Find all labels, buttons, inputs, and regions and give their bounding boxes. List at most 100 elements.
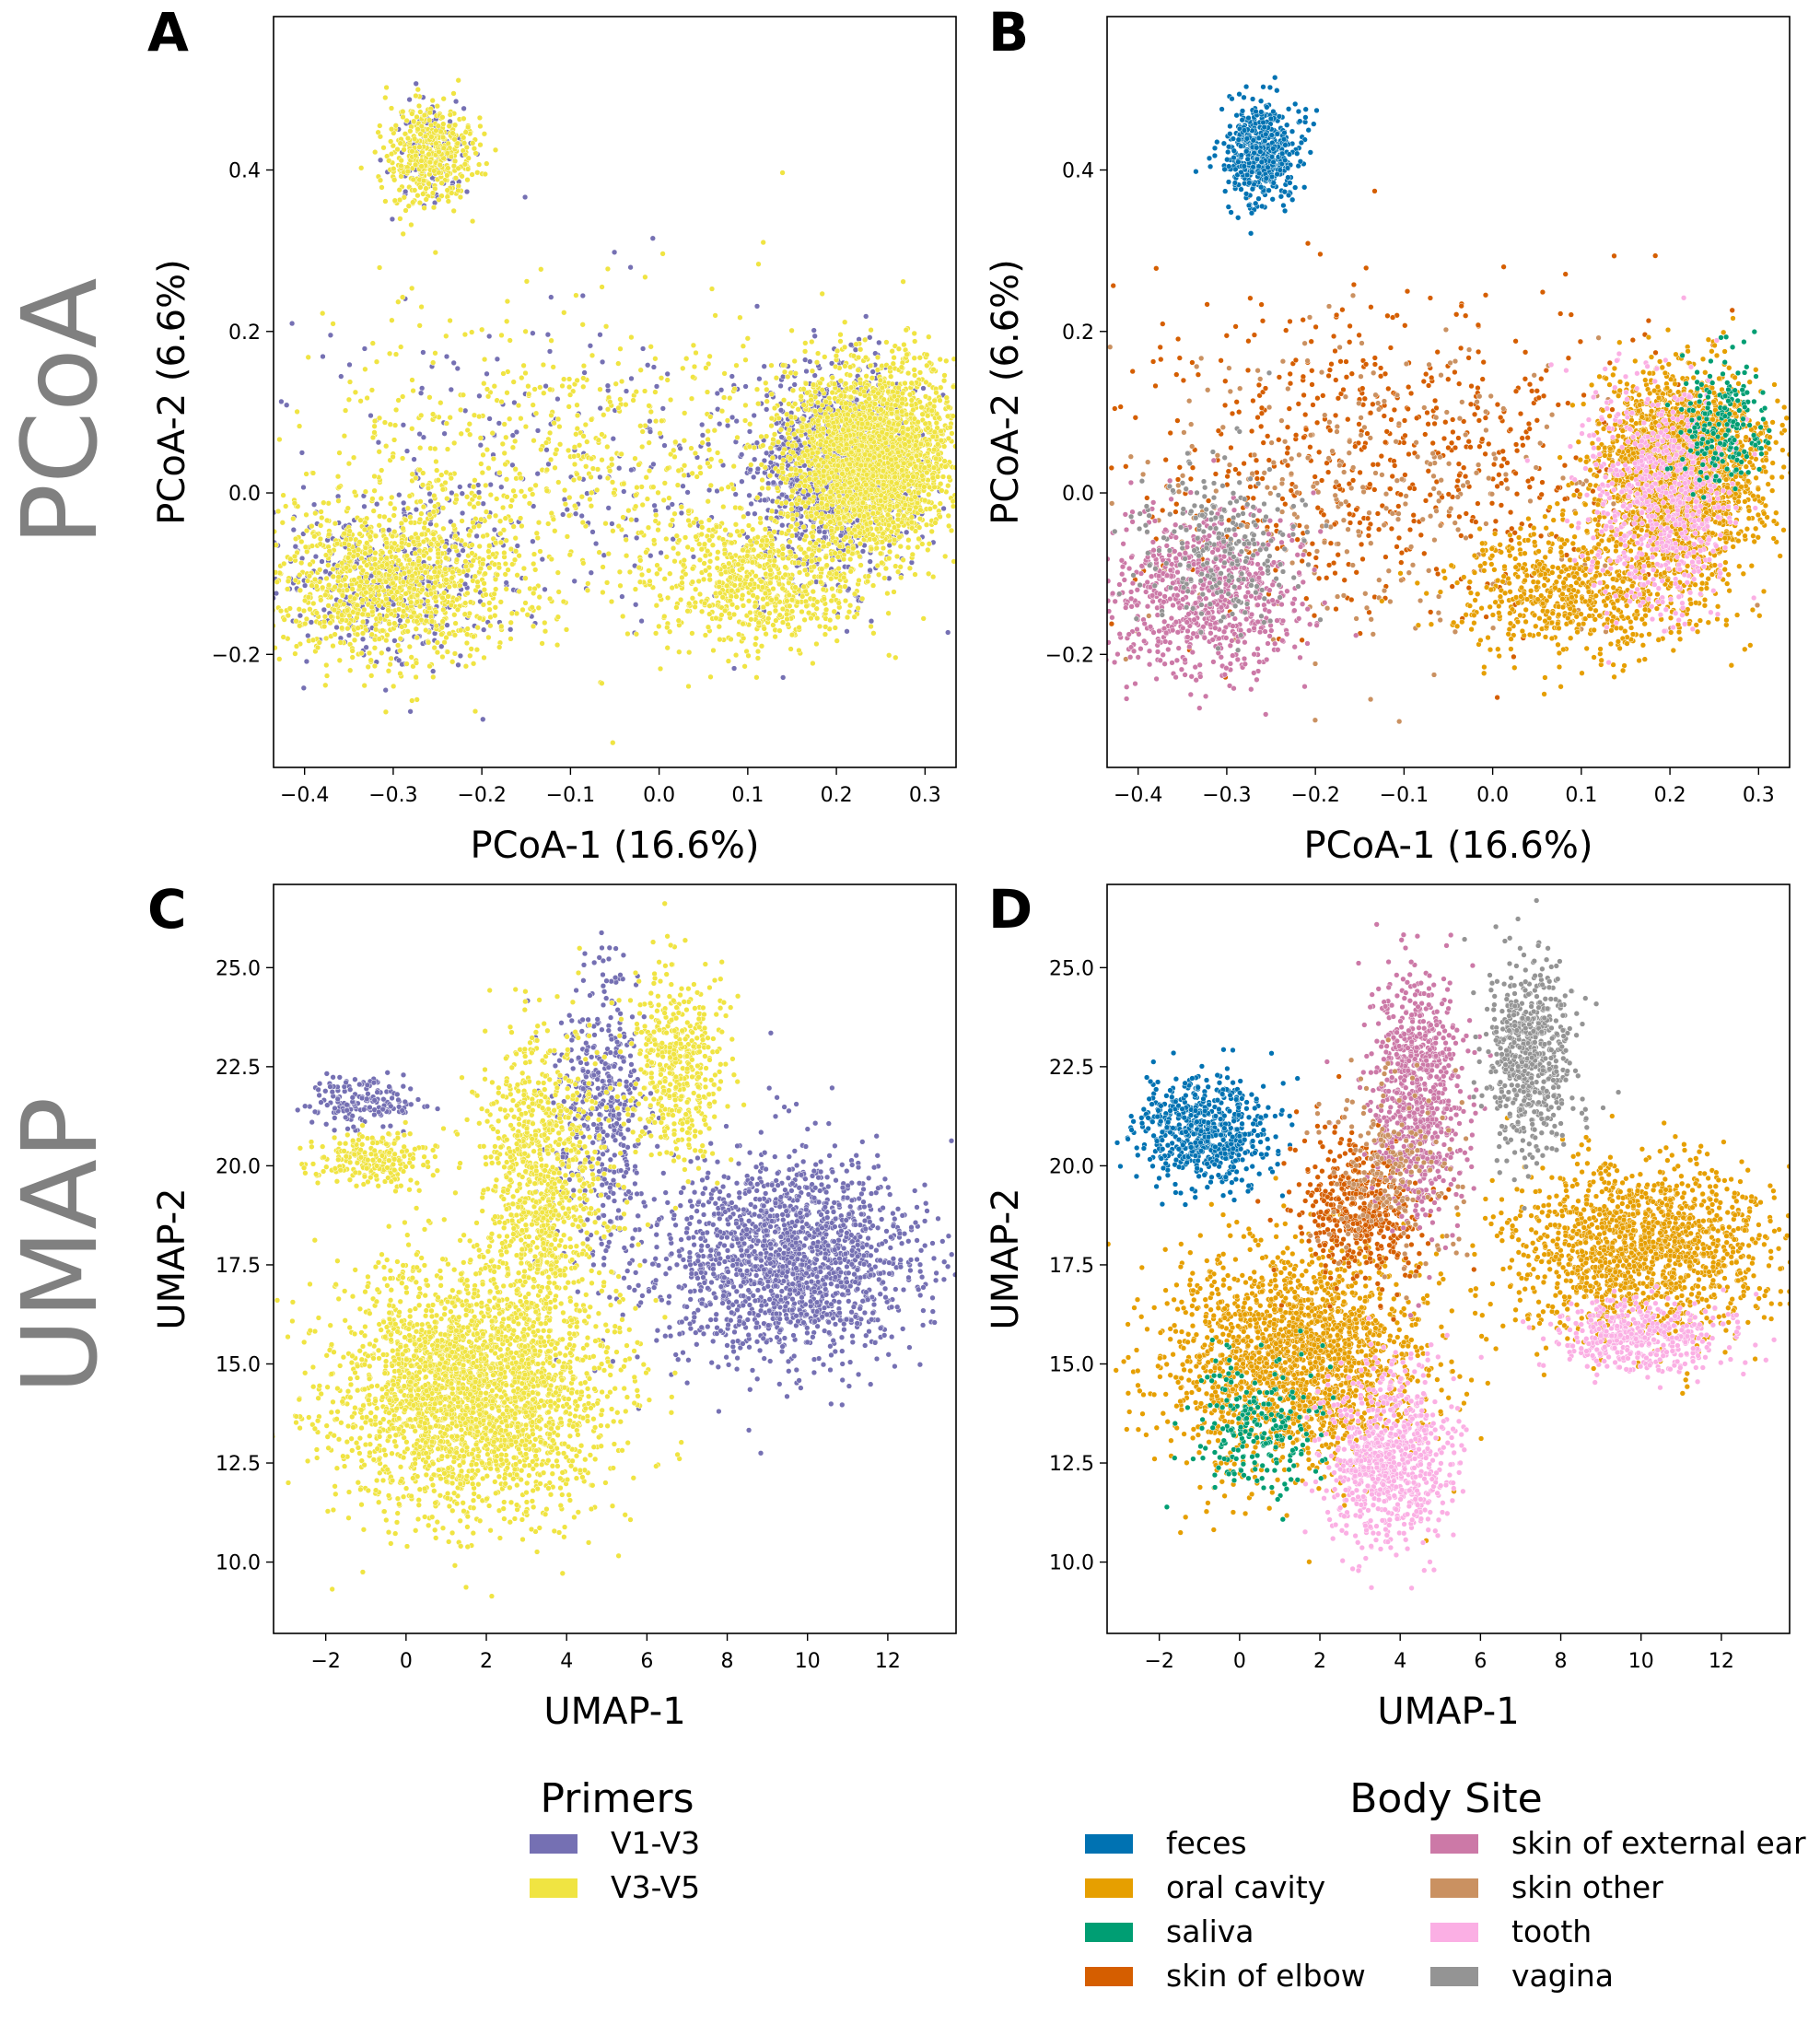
scatter-point [633, 517, 640, 523]
scatter-point [901, 512, 907, 520]
scatter-point [812, 389, 819, 395]
scatter-point [791, 381, 798, 388]
scatter-point [894, 516, 902, 523]
scatter-point [698, 608, 706, 614]
scatter-point [491, 526, 498, 533]
scatter-point [809, 338, 815, 345]
scatter-point [599, 358, 606, 366]
scatter-point [448, 519, 454, 525]
scatter-point [473, 532, 480, 540]
scatter-point [650, 364, 658, 370]
scatter-point [841, 344, 848, 351]
scatter-point [837, 338, 844, 345]
scatter-point [651, 502, 658, 509]
scatter-point [811, 408, 819, 415]
row-label-umap: UMAP [1, 1097, 121, 1395]
scatter-point [911, 355, 917, 361]
scatter-point [829, 374, 835, 381]
scatter-point [480, 500, 486, 507]
scatter-point [814, 399, 822, 406]
scatter-point [904, 432, 911, 439]
scatter-point [908, 514, 915, 521]
scatter-point [847, 568, 854, 575]
scatter-point [646, 568, 652, 574]
scatter-point [792, 370, 799, 377]
scatter-point [976, 511, 982, 517]
scatter-point [817, 573, 823, 580]
scatter-point [862, 451, 869, 458]
scatter-point [863, 481, 869, 488]
scatter-point [702, 632, 709, 638]
scatter-point [696, 541, 703, 547]
scatter-point [867, 558, 873, 565]
scatter-point [857, 541, 864, 547]
scatter-point [780, 457, 787, 463]
scatter-point [789, 450, 797, 456]
scatter-point [554, 395, 561, 403]
scatter-point [634, 534, 640, 542]
scatter-point [820, 473, 827, 479]
scatter-point [827, 519, 834, 525]
scatter-point [906, 565, 914, 571]
scatter-point [845, 548, 852, 555]
scatter-point [459, 490, 465, 497]
scatter-point [865, 456, 871, 463]
scatter-point [779, 522, 786, 529]
scatter-point [879, 384, 885, 392]
scatter-point [297, 613, 304, 619]
scatter-point [448, 386, 454, 393]
scatter-point [908, 519, 915, 526]
scatter-point [884, 447, 891, 453]
scatter-point [828, 360, 835, 367]
scatter-point [794, 521, 800, 528]
scatter-point [810, 588, 816, 595]
scatter-point [754, 465, 762, 473]
scatter-point [407, 708, 414, 715]
scatter-point [925, 413, 931, 419]
scatter-point [623, 388, 630, 394]
scatter-point [822, 354, 828, 360]
scatter-point [811, 327, 817, 333]
scatter-point [759, 476, 765, 484]
scatter-point [739, 478, 745, 485]
scatter-point [912, 494, 918, 500]
scatter-point [592, 540, 600, 547]
scatter-point [864, 526, 870, 533]
scatter-point [809, 558, 815, 565]
scatter-point [746, 492, 752, 498]
scatter-point [560, 511, 566, 518]
scatter-point [840, 427, 846, 433]
scatter-point [822, 523, 829, 530]
scatter-point [484, 370, 490, 377]
scatter-point [851, 591, 858, 597]
scatter-point [831, 608, 837, 614]
scatter-point [494, 356, 501, 362]
scatter-point [913, 426, 920, 433]
scatter-point [869, 369, 876, 375]
scatter-point [292, 544, 298, 550]
scatter-point [725, 658, 732, 664]
scatter-point [916, 515, 924, 522]
scatter-point [572, 510, 579, 517]
scatter-point [658, 549, 664, 556]
scatter-point [530, 538, 536, 544]
scatter-point [947, 424, 953, 431]
scatter-point [486, 333, 493, 340]
scatter-point [750, 526, 756, 532]
scatter-point [855, 354, 862, 361]
scatter-point [733, 417, 740, 425]
scatter-point [815, 462, 822, 469]
scatter-point [251, 607, 257, 613]
scatter-point [718, 387, 725, 393]
scatter-point [855, 605, 861, 612]
scatter-point [908, 455, 915, 462]
scatter-point [865, 573, 872, 579]
scatter-point [894, 449, 902, 456]
scatter-point [266, 566, 272, 571]
scatter-point [542, 586, 548, 592]
scatter-point [785, 544, 792, 550]
scatter-point [698, 519, 705, 526]
panel-a: −0.4 −0.3 −0.2 −0.1 0.0 0.1 0.2 0.3−0.20.00.20.… [147, 1, 982, 867]
scatter-point [939, 487, 945, 494]
scatter-point [862, 336, 869, 343]
